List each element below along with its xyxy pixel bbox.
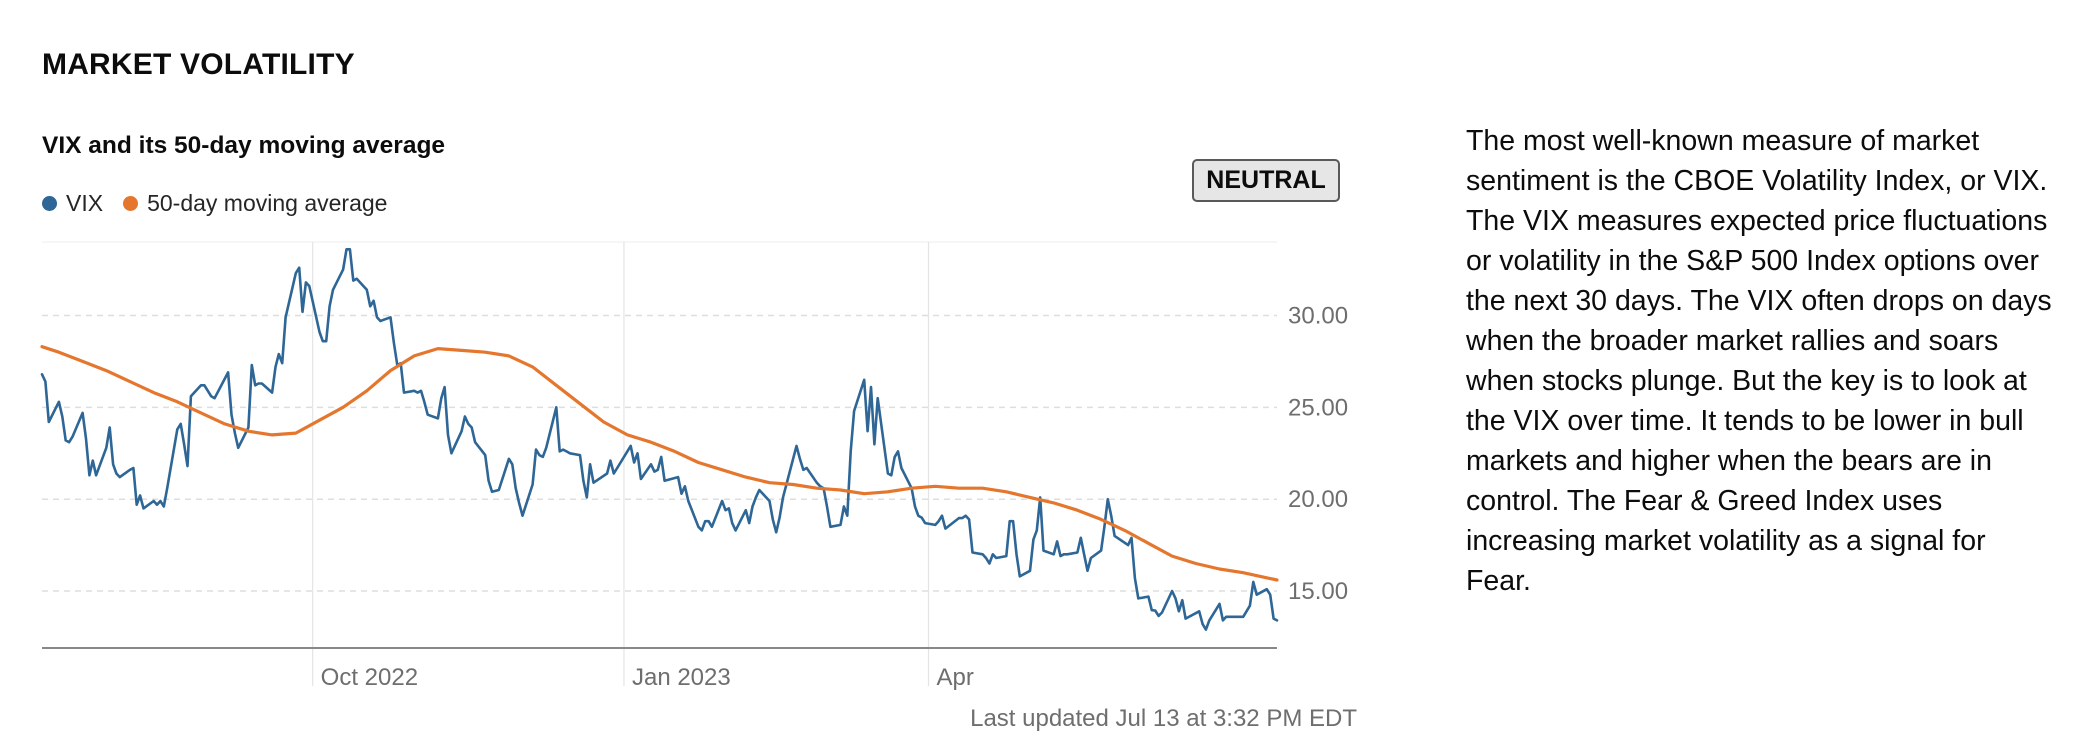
- description-text: The most well-known measure of market se…: [1466, 125, 2052, 597]
- x-tick-label: Oct 2022: [321, 664, 418, 691]
- x-tick-label: Apr: [936, 664, 973, 691]
- legend-label-vix: VIX: [66, 190, 104, 216]
- legend-item-vix[interactable]: VIX: [42, 190, 103, 217]
- y-tick-label: 30.00: [1288, 302, 1348, 329]
- x-tick-label: Jan 2023: [632, 664, 731, 691]
- axis-layer: 15.00 20.00 25.00 30.00 Oct 2022 Jan 2023 Apr: [42, 302, 1348, 691]
- y-tick-label: 25.00: [1288, 394, 1348, 421]
- section-title: MARKET VOLATILITY: [42, 48, 355, 81]
- legend-label-moving-average: 50-day moving average: [147, 190, 388, 216]
- grid-layer: [42, 241, 1277, 686]
- legend-dot-vix: [42, 196, 57, 211]
- moving-average-series-line: [40, 345, 1279, 582]
- legend-item-moving-average[interactable]: 50-day moving average: [123, 190, 387, 217]
- last-updated-text: Last updated Jul 13 at 3:32 PM EDT: [970, 705, 1357, 732]
- y-tick-label: 20.00: [1288, 486, 1348, 513]
- series-layer: [40, 248, 1279, 631]
- vix-series-line: [40, 248, 1279, 631]
- rating-badge: NEUTRAL: [1192, 159, 1340, 202]
- y-tick-label: 15.00: [1288, 578, 1348, 605]
- chart-legend: VIX 50-day moving average: [42, 190, 407, 217]
- volatility-chart: 15.00 20.00 25.00 30.00 Oct 2022 Jan 2023 Apr: [40, 241, 1348, 691]
- legend-dot-moving-average: [123, 196, 139, 211]
- chart-title: VIX and its 50-day moving average: [42, 132, 446, 159]
